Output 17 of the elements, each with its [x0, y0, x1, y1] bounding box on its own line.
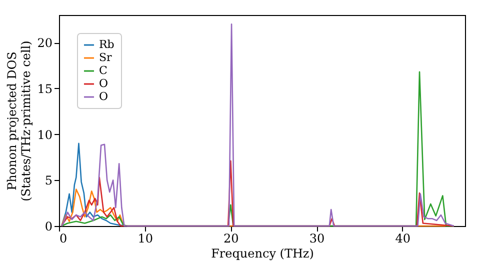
legend-label: Rb — [99, 38, 114, 51]
x-axis-title: Frequency (THz) — [211, 246, 314, 260]
x-tick-label: 20 — [224, 232, 239, 246]
legend-label: O — [99, 90, 108, 103]
y-tick-label: 5 — [44, 174, 52, 188]
x-tick-label: 0 — [60, 232, 68, 246]
legend-label: Sr — [99, 51, 113, 64]
y-tick-label: 10 — [37, 128, 52, 142]
y-axis-title: Phonon projected DOS (States/THz·primitive cell) — [5, 40, 34, 202]
x-tick-label: 30 — [309, 232, 325, 246]
x-tick-label: 40 — [395, 232, 410, 246]
legend-label: C — [99, 64, 108, 77]
y-tick-label: 20 — [37, 36, 52, 50]
y-tick-label: 15 — [37, 82, 52, 96]
x-tick-label: 10 — [138, 232, 153, 246]
legend-label: O — [99, 77, 108, 90]
y-tick-label: 0 — [44, 220, 52, 234]
